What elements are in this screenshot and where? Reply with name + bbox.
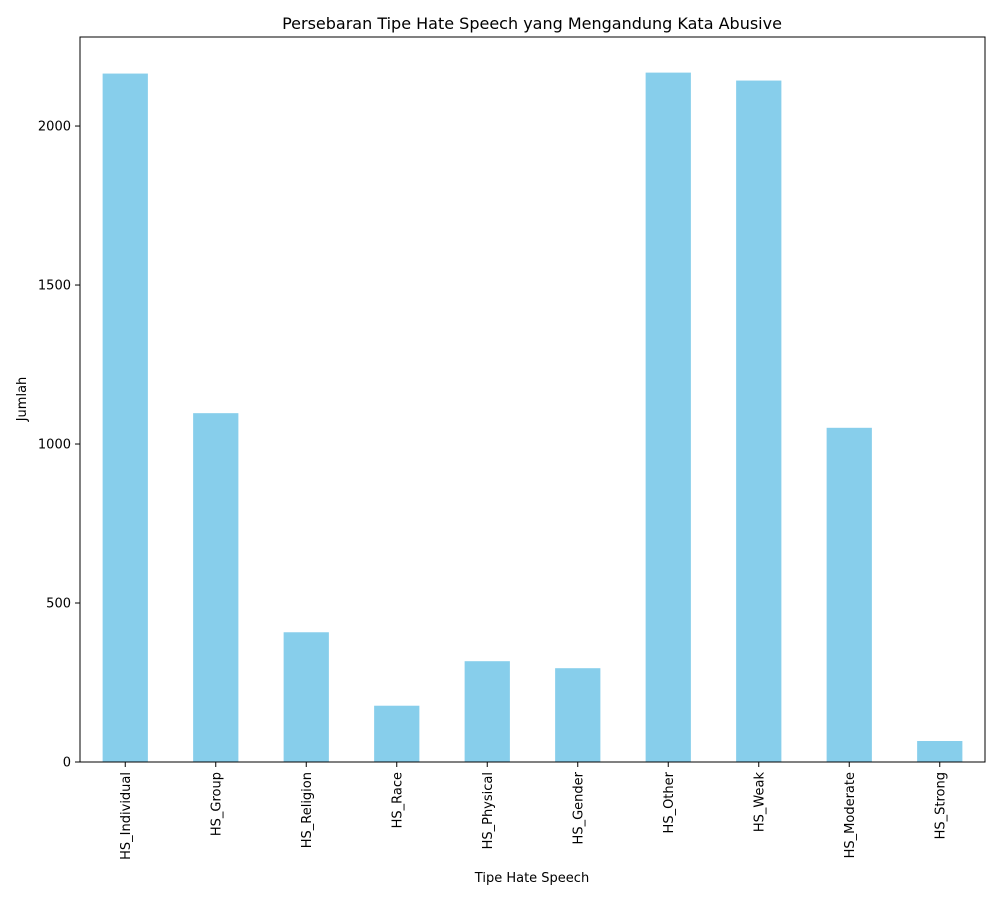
x-tick-label: HS_Other bbox=[662, 771, 677, 833]
bar-hs-strong bbox=[917, 741, 963, 762]
x-tick-label: HS_Physical bbox=[481, 772, 496, 849]
bar-hs-gender bbox=[555, 668, 601, 762]
x-tick-label: HS_Group bbox=[209, 772, 224, 836]
x-tick-label: HS_Race bbox=[390, 772, 405, 828]
bar-hs-race bbox=[374, 705, 420, 762]
y-tick-label: 2000 bbox=[38, 120, 71, 135]
bar-hs-religion bbox=[283, 632, 329, 762]
x-axis-label: Tipe Hate Speech bbox=[474, 871, 589, 886]
x-tick-label: HS_Moderate bbox=[843, 772, 858, 858]
y-tick-label: 0 bbox=[63, 756, 71, 771]
x-tick-label: HS_Individual bbox=[119, 772, 134, 860]
bar-hs-physical bbox=[464, 661, 510, 762]
plot-frame bbox=[79, 36, 986, 763]
bar-hs-other bbox=[645, 72, 691, 763]
x-tick-label: HS_Weak bbox=[752, 772, 767, 833]
x-tick-label: HS_Religion bbox=[300, 772, 315, 848]
chart-title: Persebaran Tipe Hate Speech yang Mengand… bbox=[282, 14, 782, 33]
plot-area: 0 500 1000 1500 2000 HS_Individual HS_Group HS_… bbox=[38, 36, 986, 860]
bar-hs-moderate bbox=[826, 427, 872, 762]
x-tick-label: HS_Gender bbox=[571, 771, 586, 844]
y-tick-label: 500 bbox=[46, 597, 71, 612]
y-tick-label: 1500 bbox=[38, 279, 71, 294]
bar-hs-individual bbox=[102, 73, 148, 762]
y-axis-label: Jumlah bbox=[15, 377, 30, 423]
bar-hs-weak bbox=[736, 80, 782, 762]
x-tick-label: HS_Strong bbox=[933, 772, 948, 839]
y-tick-label: 1000 bbox=[38, 438, 71, 453]
bar-hs-group bbox=[193, 413, 239, 762]
